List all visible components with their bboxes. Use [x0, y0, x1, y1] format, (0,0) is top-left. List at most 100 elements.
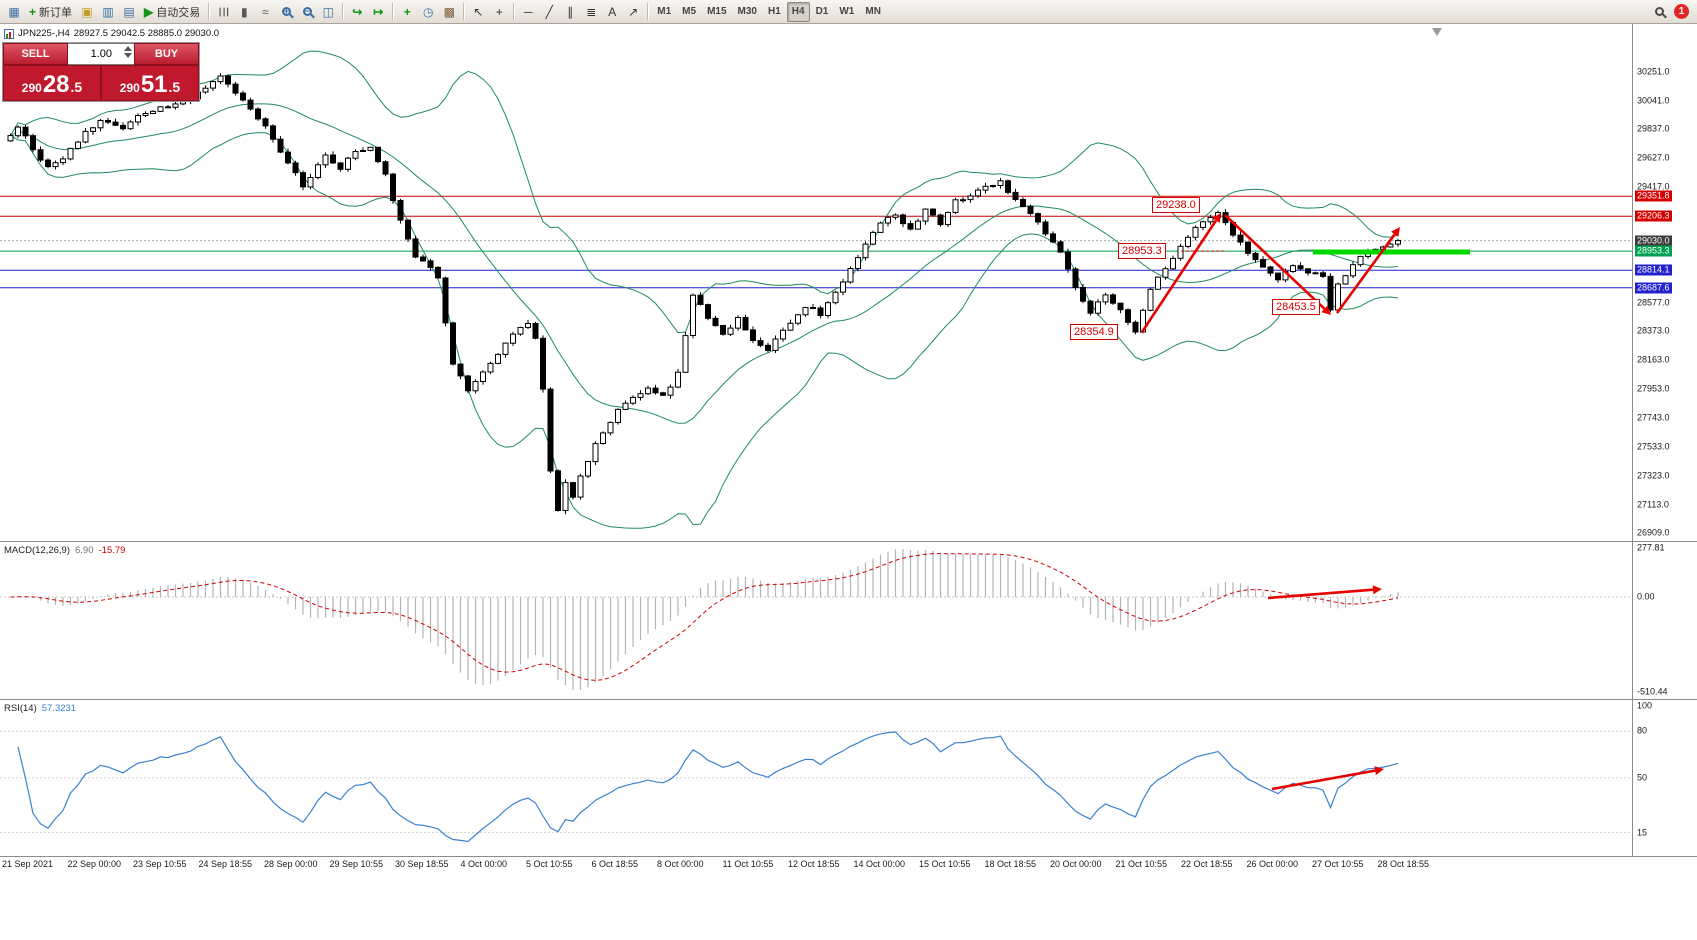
horizontal-line-button[interactable]: ─ [518, 2, 538, 22]
candle-body [802, 307, 809, 316]
trend-arrow[interactable] [1140, 219, 1218, 333]
trend-arrow-head [1374, 766, 1384, 775]
price-annotation[interactable]: 28953.3 [1118, 243, 1166, 259]
price-axis-label: 29627.0 [1637, 152, 1670, 163]
data-window-button[interactable]: ▤ [119, 2, 139, 22]
candle-body [667, 386, 674, 396]
price-axis[interactable]: 30251.0 30041.0 29837.0 29627.0 29417.0 29351… [1633, 0, 1697, 940]
symbol-period-label: JPN225-,H4 [18, 28, 70, 39]
trend-arrow[interactable] [1224, 214, 1326, 310]
trendline-button[interactable]: ╱ [539, 2, 559, 22]
candle-body [517, 326, 524, 335]
trend-arrow[interactable] [1271, 769, 1376, 791]
main-chart-canvas[interactable] [0, 24, 1632, 540]
rsi-pane-canvas[interactable] [0, 700, 1632, 856]
price-annotation[interactable]: 28453.5 [1272, 299, 1320, 315]
candle-body [877, 222, 884, 233]
price-annotation[interactable]: 29238.0 [1152, 197, 1200, 213]
arrows-tool-button[interactable]: ↗ [623, 2, 643, 22]
candle-body [420, 256, 426, 262]
support-zone-rectangle[interactable] [1313, 249, 1470, 255]
price-axis-label: 27323.0 [1637, 470, 1670, 481]
price-axis-label: 30041.0 [1637, 95, 1670, 106]
crosshair-button[interactable]: + [489, 2, 509, 22]
bar-chart-button[interactable]: ☰ [213, 2, 233, 22]
bollinger-middle-band [10, 103, 1399, 424]
sell-price-button[interactable]: 290 28.5 [3, 65, 101, 101]
cursor-button[interactable]: ↖ [468, 2, 488, 22]
chart-shift-marker[interactable] [1432, 28, 1442, 36]
buy-price-button[interactable]: 290 51.5 [101, 65, 199, 101]
candle-body [975, 189, 981, 197]
time-axis-label: 28 Sep 00:00 [264, 859, 318, 869]
chart-shift-button[interactable]: ↦ [368, 2, 388, 22]
spinner-up-icon[interactable] [124, 46, 132, 51]
new-order-button[interactable]: + 新订单 [25, 2, 76, 22]
timeframe-h4-button[interactable]: H4 [786, 1, 810, 22]
zoom-out-button[interactable]: − [297, 2, 317, 22]
candle-body [1192, 226, 1199, 238]
rsi-value: 57.3231 [41, 703, 77, 714]
candle-body [1170, 257, 1176, 270]
candle-body [1125, 309, 1131, 323]
spinner-down-icon[interactable] [124, 53, 132, 58]
time-axis[interactable]: 21 Sep 2021 22 Sep 00:00 23 Sep 10:55 24 Se… [0, 857, 1632, 874]
indicators-button[interactable]: + [397, 2, 417, 22]
candle-body [1245, 241, 1251, 254]
timeframe-w1-button[interactable]: W1 [839, 6, 855, 17]
search-button[interactable] [1649, 2, 1669, 22]
periods-button[interactable]: ◷ [418, 2, 438, 22]
line-chart-button[interactable]: ≈ [255, 2, 275, 22]
macd-signal-line [10, 553, 1399, 681]
candlestick-chart-button[interactable]: ▮ [234, 2, 254, 22]
volume-input[interactable] [68, 48, 114, 60]
pane-splitter[interactable] [0, 699, 1697, 700]
channel-button[interactable]: ∥ [560, 2, 580, 22]
trend-arrow[interactable] [1267, 588, 1374, 600]
auto-trading-button[interactable]: ▶ 自动交易 [140, 2, 204, 22]
sell-button[interactable]: SELL [3, 43, 68, 65]
market-watch-button[interactable]: ▥ [98, 2, 118, 22]
timeframe-m15-button[interactable]: M15 [707, 6, 727, 17]
notifications-badge[interactable]: 1 [1674, 4, 1689, 19]
candle-body [675, 371, 681, 388]
arrows-tool-icon: ↗ [628, 4, 639, 19]
buy-price-big: 51 [140, 71, 168, 98]
timeframe-h1-button[interactable]: H1 [767, 6, 781, 17]
candle-body [682, 335, 689, 373]
pane-splitter[interactable] [0, 541, 1697, 542]
new-chart-button[interactable]: ▦ [4, 2, 24, 22]
candle-body [540, 337, 546, 390]
timeframe-m1-button[interactable]: M1 [657, 6, 672, 17]
candle-body [592, 443, 599, 463]
fibonacci-button[interactable]: ≣ [581, 2, 601, 22]
price-annotation[interactable]: 28354.9 [1070, 324, 1118, 340]
candle-body [1155, 276, 1161, 290]
timeframe-m5-button[interactable]: M5 [682, 6, 697, 17]
tile-windows-button[interactable]: ◫ [318, 2, 338, 22]
candle-body [82, 130, 89, 143]
zoom-out-icon: − [302, 6, 312, 16]
zoom-in-button[interactable]: + [276, 2, 296, 22]
timeframe-d1-button[interactable]: D1 [815, 6, 829, 17]
candle-body [652, 387, 659, 394]
timeframe-m30-button[interactable]: M30 [737, 6, 757, 17]
time-axis-label: 21 Sep 2021 [2, 859, 54, 869]
text-tool-button[interactable]: A [602, 2, 622, 22]
templates-button[interactable]: ▩ [439, 2, 459, 22]
buy-button[interactable]: BUY [134, 43, 199, 65]
profiles-button[interactable]: ▣ [77, 2, 97, 22]
macd-pane-canvas[interactable] [0, 542, 1632, 698]
candle-body [555, 470, 561, 511]
candle-body [915, 220, 921, 230]
price-axis-label: 29837.0 [1637, 123, 1670, 134]
candle-body [465, 375, 471, 392]
chart-window-icon [4, 28, 14, 39]
volume-spinner[interactable] [124, 46, 132, 58]
candle-body [150, 110, 156, 115]
trend-arrow[interactable] [1335, 233, 1396, 314]
auto-scroll-button[interactable]: ↪ [347, 2, 367, 22]
timeframe-mn-button[interactable]: MN [865, 6, 881, 17]
candle-body [712, 317, 719, 327]
